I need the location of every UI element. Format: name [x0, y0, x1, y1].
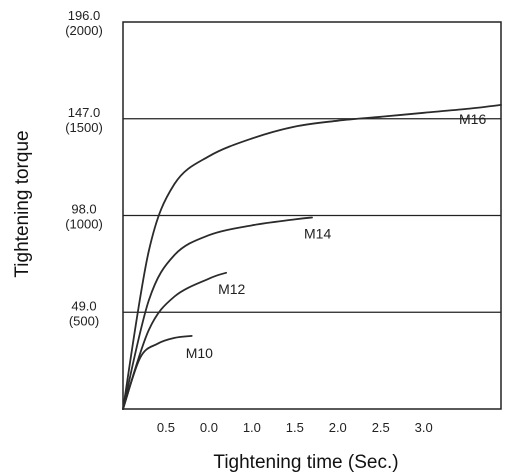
y-tick-label-147-0: 147.0	[68, 105, 101, 120]
x-tick-label-5: 2.5	[372, 420, 390, 435]
x-tick-label-3: 1.5	[286, 420, 304, 435]
x-axis-title: Tightening time (Sec.)	[213, 452, 398, 473]
series-label-m12: M12	[218, 281, 245, 297]
x-tick-label-1: 0.0	[200, 420, 218, 435]
y-tick-sublabel-98-0: (1000)	[65, 217, 103, 232]
y-tick-label-196-0: 196.0	[68, 8, 101, 23]
y-tick-sublabel-196-0: (2000)	[65, 23, 103, 38]
x-tick-label-0: 0.5	[157, 420, 175, 435]
y-tick-sublabel-49-0: (500)	[69, 313, 99, 328]
series-label-m16: M16	[459, 111, 486, 127]
x-tick-label-4: 2.0	[329, 420, 347, 435]
x-tick-label-6: 3.0	[415, 420, 433, 435]
series-line-m14	[122, 216, 313, 410]
y-tick-label-49-0: 49.0	[71, 298, 96, 313]
x-tick-label-2: 1.0	[243, 420, 261, 435]
y-axis-title: Tightening torque	[12, 130, 33, 277]
y-tick-sublabel-147-0: (1500)	[65, 120, 103, 135]
series-line-m10	[122, 335, 193, 410]
series-line-m16	[122, 104, 502, 410]
series-label-m10: M10	[186, 345, 213, 361]
series-label-m14: M14	[304, 225, 331, 241]
y-tick-label-98-0: 98.0	[71, 202, 96, 217]
